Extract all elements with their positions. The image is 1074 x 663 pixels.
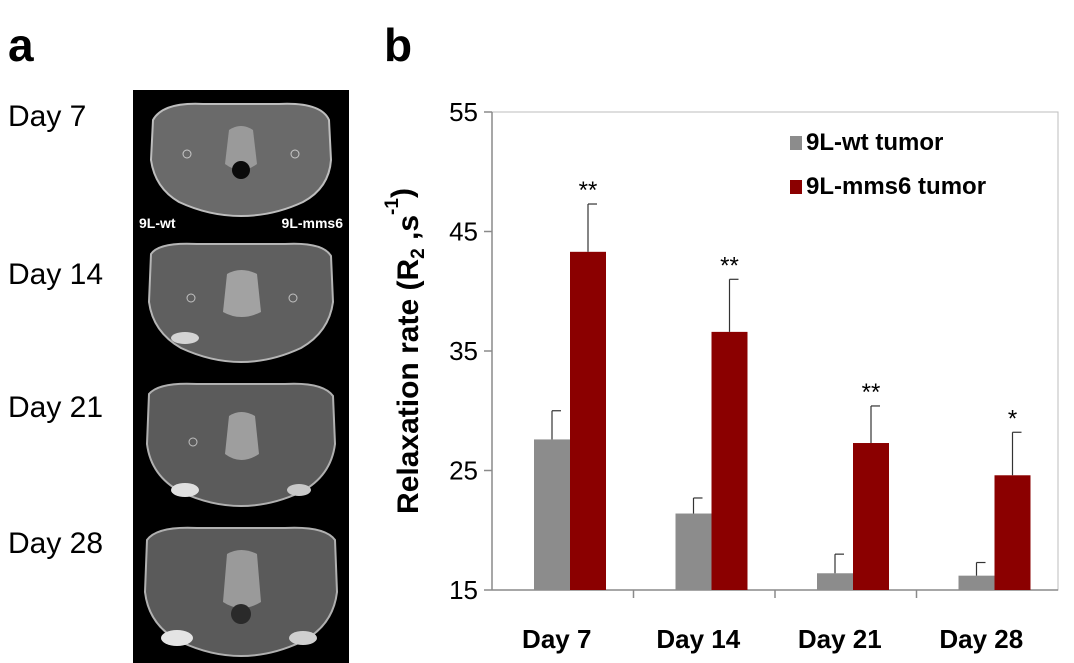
bar-wt xyxy=(817,573,853,590)
mri-scan-day-21 xyxy=(145,382,337,508)
bar-mms6 xyxy=(994,475,1031,590)
y-tick-label: 25 xyxy=(449,456,478,486)
significance-marker: ** xyxy=(720,252,739,279)
bar-mms6 xyxy=(711,331,748,590)
bar-wt xyxy=(675,513,712,590)
day-label-21: Day 21 xyxy=(8,391,104,424)
significance-marker: ** xyxy=(579,177,598,204)
legend-swatch xyxy=(790,180,802,194)
bar-wt xyxy=(534,439,570,590)
panel-a-letter: a xyxy=(8,19,34,71)
bar-mms6 xyxy=(853,443,889,590)
x-tick-label: Day 28 xyxy=(939,624,1023,654)
significance-marker: ** xyxy=(862,379,881,406)
y-tick-label: 35 xyxy=(449,336,478,366)
bar-mms6 xyxy=(570,251,606,590)
mri-scan-day-7: 9L-wt 9L-mms6 xyxy=(139,102,344,231)
legend-swatch xyxy=(790,136,802,150)
mri-image-strip: 9L-wt 9L-mms6 xyxy=(133,90,349,663)
mri-scan-day-28 xyxy=(143,526,339,658)
x-tick-label: Day 14 xyxy=(656,624,740,654)
significance-marker: * xyxy=(1008,405,1017,432)
day-label-28: Day 28 xyxy=(8,527,104,560)
legend-label: 9L-mms6 tumor xyxy=(806,173,986,200)
y-tick-label: 55 xyxy=(449,97,478,127)
x-tick-label: Day 7 xyxy=(522,624,591,654)
mri-tag-9l-wt: 9L-wt xyxy=(139,215,176,231)
day-label-14: Day 14 xyxy=(8,258,104,291)
legend-label: 9L-wt tumor xyxy=(806,129,943,156)
y-tick-label: 45 xyxy=(449,217,478,247)
bar-wt xyxy=(958,575,995,590)
panel-b-letter: b xyxy=(384,19,413,71)
y-axis-label: Relaxation rate (R2 ,s-1) xyxy=(382,188,429,514)
y-tick-label: 15 xyxy=(449,575,478,605)
mri-tag-9l-mms6: 9L-mms6 xyxy=(282,215,344,231)
mri-scan-day-14 xyxy=(147,242,335,364)
day-label-7: Day 7 xyxy=(8,100,87,133)
x-tick-label: Day 21 xyxy=(798,624,882,654)
